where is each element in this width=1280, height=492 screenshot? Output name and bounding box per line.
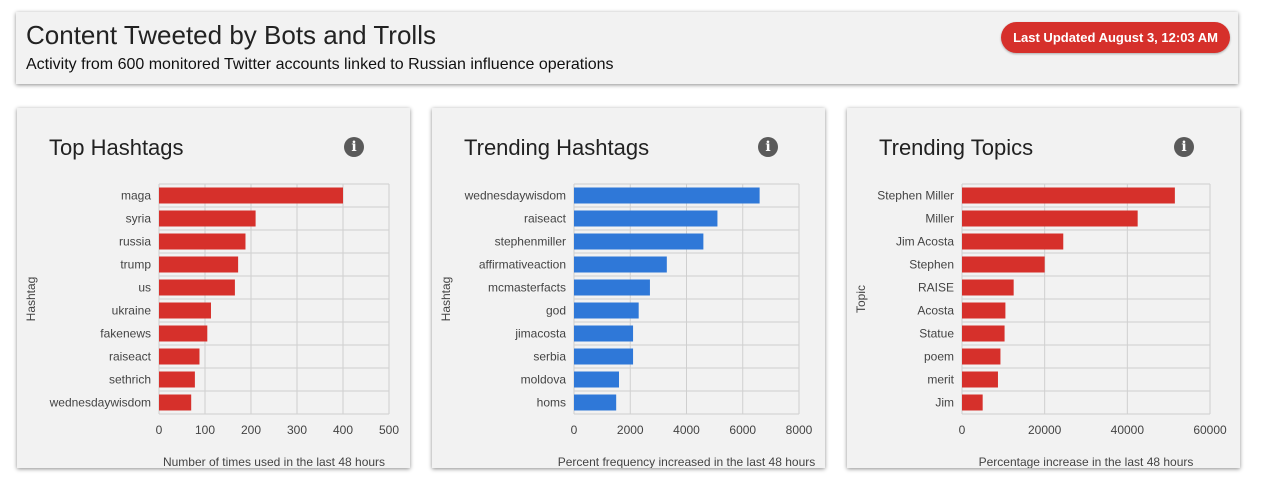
y-tick-label: poem [924,350,954,364]
y-tick-label: affirmativeaction [479,258,566,272]
bar [962,233,1064,250]
bar [159,325,208,342]
chart-trending-topics: 0 20000 40000 60000 Stephen Miller Miller Jim … [854,183,1227,468]
x-tick-label: 100 [195,423,215,437]
y-tick-label: sethrich [109,373,151,387]
info-icon[interactable]: i [344,137,364,157]
card-title: Trending Hashtags [464,135,650,160]
x-tick-label: 0 [959,423,966,437]
card-trending-hashtags: Trending Hashtags i 0 2000 4000 6000 8000 wed… [432,108,825,468]
x-tick-label: 0 [571,423,578,437]
y-tick-label: raiseact [524,212,567,226]
card-title: Top Hashtags [49,135,184,160]
y-tick-label: homs [537,396,566,410]
bar [159,233,246,250]
y-tick-label: wednesdaywisdom [464,189,566,203]
y-tick-label: fakenews [100,327,151,341]
y-tick-label: Acosta [917,304,954,318]
bar [574,325,634,342]
x-tick-label: 4000 [673,423,700,437]
x-tick-label: 6000 [729,423,756,437]
bar [159,371,195,388]
bar [574,348,634,365]
y-tick-label: syria [126,212,152,226]
y-tick-label: RAISE [918,281,954,295]
y-tick-label: Jim [935,396,954,410]
x-tick-label: 0 [156,423,163,437]
y-tick-label: stephenmiller [495,235,566,249]
chart-top-hashtags: 0 100 200 300 400 500 maga syria russia trump us uk… [24,183,399,468]
bar [962,325,1005,342]
page-subtitle: Activity from 600 monitored Twitter acco… [26,56,614,73]
bar [962,348,1001,365]
bar [574,233,704,250]
x-tick-label: 500 [379,423,399,437]
card-title: Trending Topics [879,135,1034,160]
bar [159,348,200,365]
y-tick-label: jimacosta [514,327,566,341]
y-tick-label: russia [119,235,151,249]
info-icon[interactable]: i [758,137,778,157]
x-tick-label: 400 [333,423,353,437]
card-top-hashtags: Top Hashtags i 0 100 200 300 400 500 maga syria… [17,108,410,468]
x-axis-title: Percent frequency increased in the last … [558,455,815,468]
y-tick-label: raiseact [109,350,152,364]
card-trending-topics: Trending Topics i 0 20000 40000 60000 Stephe… [847,108,1240,468]
bar [574,256,667,273]
bar [159,187,343,204]
bar [159,302,211,319]
y-tick-label: maga [121,189,151,203]
bar [962,394,983,411]
bar [574,302,639,319]
info-icon[interactable]: i [1174,137,1194,157]
y-axis-title: Topic [854,285,868,313]
x-tick-label: 60000 [1193,423,1227,437]
y-tick-label: moldova [521,373,567,387]
x-tick-label: 8000 [786,423,813,437]
x-tick-label: 200 [241,423,261,437]
x-axis-title: Number of times used in the last 48 hour… [163,455,385,468]
last-updated-badge: Last Updated August 3, 12:03 AM [1001,22,1230,53]
bar [574,187,760,204]
bar [962,371,998,388]
y-tick-label: us [138,281,151,295]
y-axis-title: Hashtag [24,277,38,322]
bar [574,210,718,227]
page-header: Content Tweeted by Bots and Trolls Activ… [16,12,1238,84]
x-tick-label: 20000 [1028,423,1062,437]
y-tick-label: wednesdaywisdom [49,396,151,410]
bar [962,187,1175,204]
y-tick-label: trump [120,258,151,272]
y-tick-label: ukraine [112,304,152,318]
bar [574,371,619,388]
bar [962,210,1138,227]
y-tick-label: god [546,304,566,318]
y-tick-label: Miller [925,212,954,226]
bar [574,279,650,296]
y-tick-label: Jim Acosta [896,235,954,249]
x-axis-title: Percentage increase in the last 48 hours [979,455,1194,468]
bar [962,279,1014,296]
x-tick-label: 40000 [1111,423,1145,437]
bar [159,210,256,227]
bar [574,394,617,411]
y-tick-label: mcmasterfacts [488,281,566,295]
y-tick-label: merit [927,373,954,387]
y-tick-label: Stephen [909,258,954,272]
bar [962,302,1006,319]
bar [962,256,1045,273]
bar [159,279,235,296]
y-axis-title: Hashtag [439,277,453,322]
y-tick-label: Statue [919,327,954,341]
y-tick-label: Stephen Miller [877,189,954,203]
chart-trending-hashtags: 0 2000 4000 6000 8000 wednesdaywisdom raiseact… [439,183,815,468]
bar [159,256,239,273]
page-title: Content Tweeted by Bots and Trolls [26,20,436,50]
x-tick-label: 300 [287,423,307,437]
y-tick-label: serbia [533,350,566,364]
bar [159,394,192,411]
x-tick-label: 2000 [617,423,644,437]
